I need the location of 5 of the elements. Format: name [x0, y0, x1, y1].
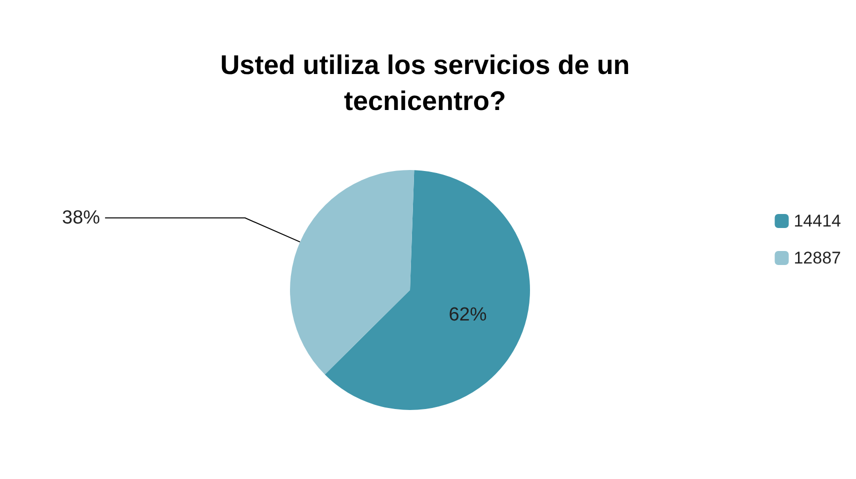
data-label: 38% [62, 207, 100, 228]
legend-label: 12887 [794, 248, 842, 268]
legend-label: 14414 [794, 212, 842, 230]
chart-title: Usted utiliza los servicios de un tecnicentro? [220, 50, 630, 116]
data-label: 62% [448, 304, 487, 326]
